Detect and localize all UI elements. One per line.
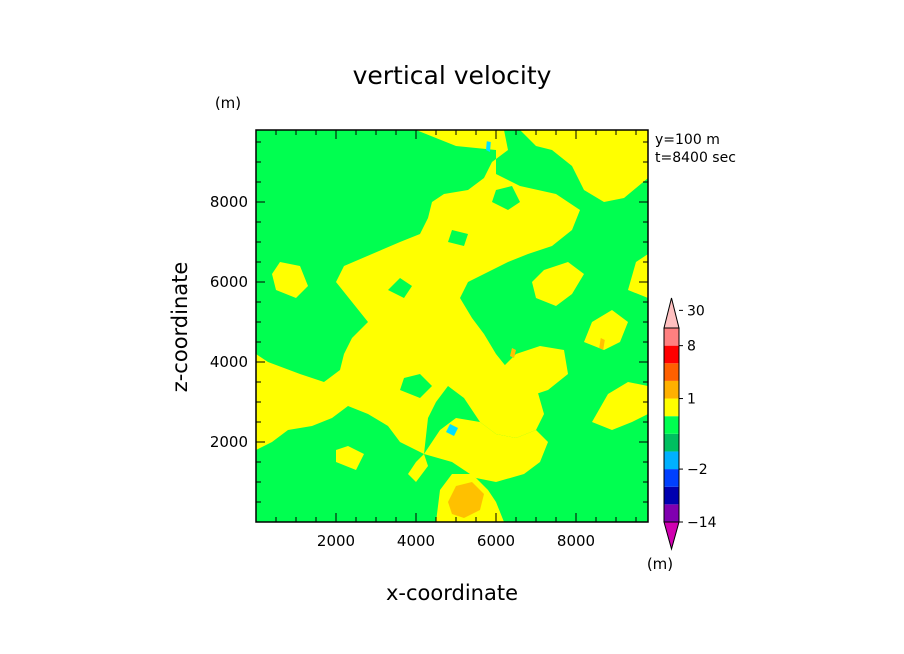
colorbar-segment [664, 380, 679, 399]
colorbar-segment [664, 469, 679, 487]
chart-title: vertical velocity [353, 61, 552, 90]
y-axis-unit: (m) [215, 94, 241, 112]
colorbar-segment [664, 398, 679, 417]
contour-region-positive [336, 446, 364, 470]
y-tick-label: 8000 [210, 193, 248, 211]
x-tick-label: 8000 [557, 532, 595, 550]
colorbar-segment [664, 451, 679, 470]
contour-region-positive [520, 130, 648, 202]
contour-region-zero [492, 186, 520, 210]
contour-region-positive [272, 262, 308, 298]
colorbar-segment [664, 433, 679, 452]
plot-axes: 2000 4000 6000 8000 2000 4000 6000 8000 [210, 129, 649, 550]
y-tick-label: 4000 [210, 353, 248, 371]
contour-region-zero [388, 278, 412, 298]
colorbar-segment [664, 416, 679, 434]
plot-frame [255, 129, 649, 523]
contour-region-positive [592, 382, 648, 430]
y-axis-label: z-coordinate [168, 262, 192, 393]
contour-region-positive [532, 262, 584, 306]
contour-region-downdraft [446, 424, 458, 436]
colorbar-tick-label: −2 [687, 462, 708, 478]
contour-region-zero [448, 230, 468, 246]
info-time: t=8400 sec [655, 150, 736, 166]
contour-region-positive [500, 346, 568, 398]
x-tick-label: 4000 [397, 532, 435, 550]
colorbar-top-arrow [663, 297, 680, 329]
colorbar-segment [664, 328, 679, 346]
contour-region-positive [628, 254, 648, 298]
info-y-position: y=100 m [655, 132, 720, 148]
x-tick-label: 2000 [317, 532, 355, 550]
colorbar-bottom-arrow [663, 521, 680, 551]
x-axis-label: x-coordinate [386, 581, 518, 605]
colorbar-segment [664, 504, 679, 522]
contour-region-positive [584, 310, 628, 350]
colorbar-segment [664, 363, 679, 381]
colorbar-tick-label: −14 [687, 515, 717, 531]
colorbar-tick-label: 8 [687, 339, 696, 355]
colorbar-frame [663, 327, 680, 523]
colorbar-unit: (m) [647, 555, 673, 573]
contour-region-updraft [599, 338, 605, 350]
contour-region-positive [408, 454, 428, 482]
y-tick-label: 6000 [210, 273, 248, 291]
colorbar-tick-label: 30 [687, 303, 705, 319]
x-tick-label: 6000 [477, 532, 515, 550]
contour-region-zero [396, 154, 420, 178]
contour-region-zero [400, 374, 432, 398]
contour-region-updraft [510, 348, 516, 358]
colorbar: 30 8 1 −2 −14 [663, 297, 717, 551]
contour-field [256, 130, 648, 522]
contour-region-updraft [448, 482, 484, 518]
contour-region-downdraft [486, 141, 491, 152]
colorbar-tick-label: 1 [687, 392, 696, 408]
colorbar-segment [664, 486, 679, 505]
colorbar-segment [664, 345, 679, 364]
contour-region-positive [256, 130, 580, 454]
y-tick-label: 2000 [210, 433, 248, 451]
